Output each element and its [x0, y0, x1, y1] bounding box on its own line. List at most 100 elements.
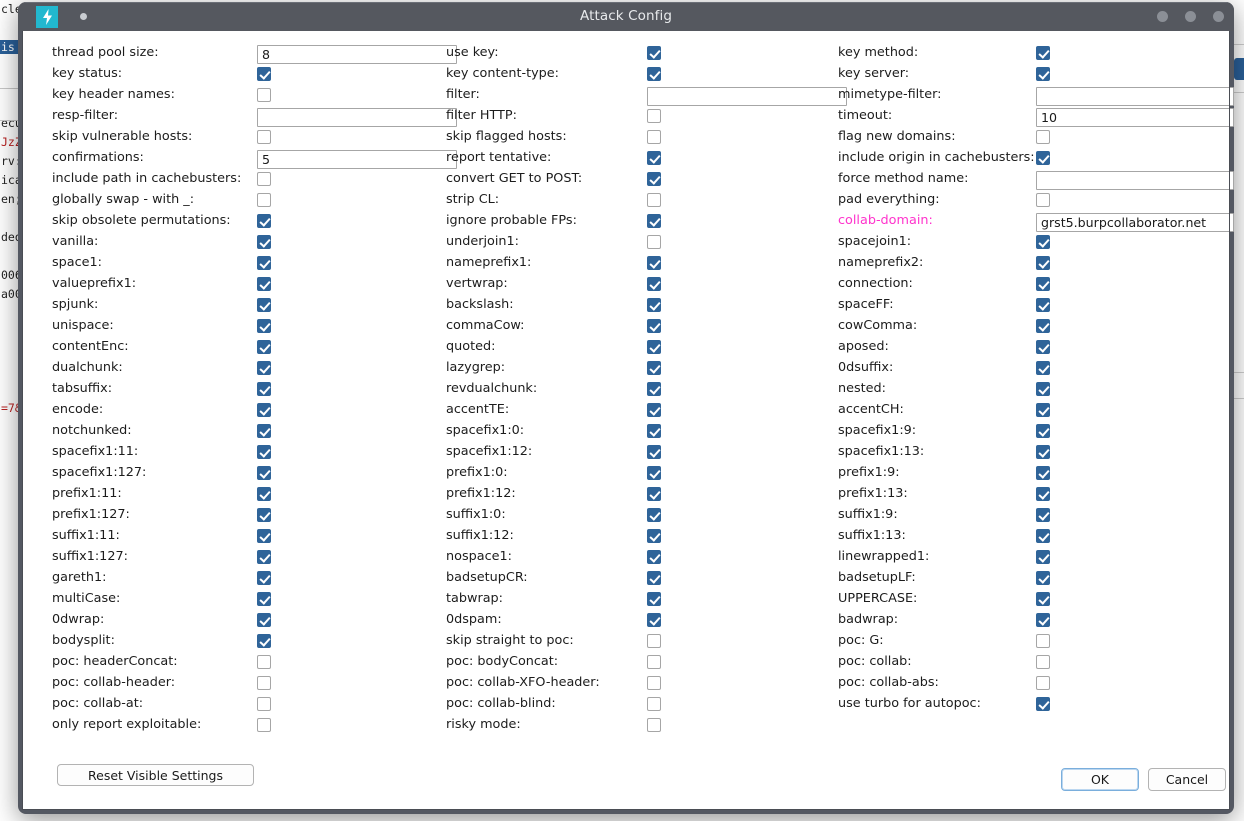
input-confirmations[interactable]: [257, 150, 457, 169]
checkbox-risky-mode[interactable]: [647, 718, 661, 732]
checkbox-ignore-probable-fps[interactable]: [647, 214, 661, 228]
checkbox-suffix1-13[interactable]: [1036, 529, 1050, 543]
ok-button[interactable]: OK: [1061, 768, 1139, 791]
checkbox-cowcomma[interactable]: [1036, 319, 1050, 333]
checkbox-poc-collab-blind[interactable]: [647, 697, 661, 711]
checkbox-include-origin-in-cachebusters[interactable]: [1036, 151, 1050, 165]
checkbox-poc-g[interactable]: [1036, 634, 1050, 648]
checkbox-use-key[interactable]: [647, 46, 661, 60]
input-force-method-name[interactable]: [1036, 171, 1234, 190]
checkbox-spacefix1-9[interactable]: [1036, 424, 1050, 438]
checkbox-linewrapped1[interactable]: [1036, 550, 1050, 564]
checkbox-multicase[interactable]: [257, 592, 271, 606]
checkbox-prefix1-0[interactable]: [647, 466, 661, 480]
checkbox-suffix1-12[interactable]: [647, 529, 661, 543]
checkbox-0dsuffix[interactable]: [1036, 361, 1050, 375]
dialog-titlebar[interactable]: Attack Config: [18, 2, 1234, 31]
checkbox-include-path-in-cachebusters[interactable]: [257, 172, 271, 186]
checkbox-vanilla[interactable]: [257, 235, 271, 249]
input-timeout[interactable]: [1036, 108, 1234, 127]
checkbox-key-status[interactable]: [257, 67, 271, 81]
checkbox-tabsuffix[interactable]: [257, 382, 271, 396]
checkbox-use-turbo-for-autopoc[interactable]: [1036, 697, 1050, 711]
checkbox-only-report-exploitable[interactable]: [257, 718, 271, 732]
checkbox-unispace[interactable]: [257, 319, 271, 333]
checkbox-strip-cl[interactable]: [647, 193, 661, 207]
checkbox-key-server[interactable]: [1036, 67, 1050, 81]
checkbox-poc-collab-xfo-header[interactable]: [647, 676, 661, 690]
checkbox-report-tentative[interactable]: [647, 151, 661, 165]
cancel-button[interactable]: Cancel: [1148, 768, 1226, 791]
checkbox-nameprefix2[interactable]: [1036, 256, 1050, 270]
checkbox-globally-swap---with-_[interactable]: [257, 193, 271, 207]
checkbox-aposed[interactable]: [1036, 340, 1050, 354]
close-button[interactable]: [1213, 11, 1224, 22]
checkbox-backslash[interactable]: [647, 298, 661, 312]
checkbox-suffix1-127[interactable]: [257, 550, 271, 564]
checkbox-badwrap[interactable]: [1036, 613, 1050, 627]
checkbox-poc-collab-header[interactable]: [257, 676, 271, 690]
checkbox-accentte[interactable]: [647, 403, 661, 417]
checkbox-poc-bodyconcat[interactable]: [647, 655, 661, 669]
checkbox-badsetupcr[interactable]: [647, 571, 661, 585]
checkbox-prefix1-9[interactable]: [1036, 466, 1050, 480]
checkbox-prefix1-13[interactable]: [1036, 487, 1050, 501]
checkbox-contentenc[interactable]: [257, 340, 271, 354]
checkbox-spacefix1-0[interactable]: [647, 424, 661, 438]
checkbox-suffix1-0[interactable]: [647, 508, 661, 522]
checkbox-nested[interactable]: [1036, 382, 1050, 396]
checkbox-key-header-names[interactable]: [257, 88, 271, 102]
checkbox-quoted[interactable]: [647, 340, 661, 354]
checkbox-gareth1[interactable]: [257, 571, 271, 585]
checkbox-notchunked[interactable]: [257, 424, 271, 438]
checkbox-key-method[interactable]: [1036, 46, 1050, 60]
checkbox-spacejoin1[interactable]: [1036, 235, 1050, 249]
checkbox-lazygrep[interactable]: [647, 361, 661, 375]
checkbox-nameprefix1[interactable]: [647, 256, 661, 270]
checkbox-prefix1-11[interactable]: [257, 487, 271, 501]
checkbox-0dwrap[interactable]: [257, 613, 271, 627]
checkbox-poc-headerconcat[interactable]: [257, 655, 271, 669]
checkbox-encode[interactable]: [257, 403, 271, 417]
checkbox-spaceff[interactable]: [1036, 298, 1050, 312]
checkbox-pad-everything[interactable]: [1036, 193, 1050, 207]
checkbox-key-content-type[interactable]: [647, 67, 661, 81]
checkbox-skip-vulnerable-hosts[interactable]: [257, 130, 271, 144]
checkbox-suffix1-9[interactable]: [1036, 508, 1050, 522]
input-collab-domain[interactable]: [1036, 213, 1234, 232]
checkbox-spacefix1-13[interactable]: [1036, 445, 1050, 459]
checkbox-flag-new-domains[interactable]: [1036, 130, 1050, 144]
checkbox-convert-get-to-post[interactable]: [647, 172, 661, 186]
checkbox-poc-collab-at[interactable]: [257, 697, 271, 711]
input-thread-pool-size[interactable]: [257, 45, 457, 64]
checkbox-nospace1[interactable]: [647, 550, 661, 564]
checkbox-dualchunk[interactable]: [257, 361, 271, 375]
checkbox-skip-flagged-hosts[interactable]: [647, 130, 661, 144]
checkbox-badsetuplf[interactable]: [1036, 571, 1050, 585]
checkbox-commacow[interactable]: [647, 319, 661, 333]
checkbox-poc-collab[interactable]: [1036, 655, 1050, 669]
maximize-button[interactable]: [1185, 11, 1196, 22]
checkbox-spacefix1-12[interactable]: [647, 445, 661, 459]
checkbox-poc-collab-abs[interactable]: [1036, 676, 1050, 690]
checkbox-skip-obsolete-permutations[interactable]: [257, 214, 271, 228]
checkbox-tabwrap[interactable]: [647, 592, 661, 606]
checkbox-spacefix1-127[interactable]: [257, 466, 271, 480]
checkbox-accentch[interactable]: [1036, 403, 1050, 417]
checkbox-bodysplit[interactable]: [257, 634, 271, 648]
input-resp-filter[interactable]: [257, 108, 457, 127]
checkbox-prefix1-127[interactable]: [257, 508, 271, 522]
reset-visible-settings-button[interactable]: Reset Visible Settings: [57, 764, 254, 786]
checkbox-underjoin1[interactable]: [647, 235, 661, 249]
checkbox-filter-http[interactable]: [647, 109, 661, 123]
checkbox-spacefix1-11[interactable]: [257, 445, 271, 459]
checkbox-revdualchunk[interactable]: [647, 382, 661, 396]
minimize-button[interactable]: [1157, 11, 1168, 22]
checkbox-space1[interactable]: [257, 256, 271, 270]
checkbox-skip-straight-to-poc[interactable]: [647, 634, 661, 648]
checkbox-vertwrap[interactable]: [647, 277, 661, 291]
checkbox-spjunk[interactable]: [257, 298, 271, 312]
checkbox-suffix1-11[interactable]: [257, 529, 271, 543]
input-filter[interactable]: [647, 87, 847, 106]
checkbox-0dspam[interactable]: [647, 613, 661, 627]
